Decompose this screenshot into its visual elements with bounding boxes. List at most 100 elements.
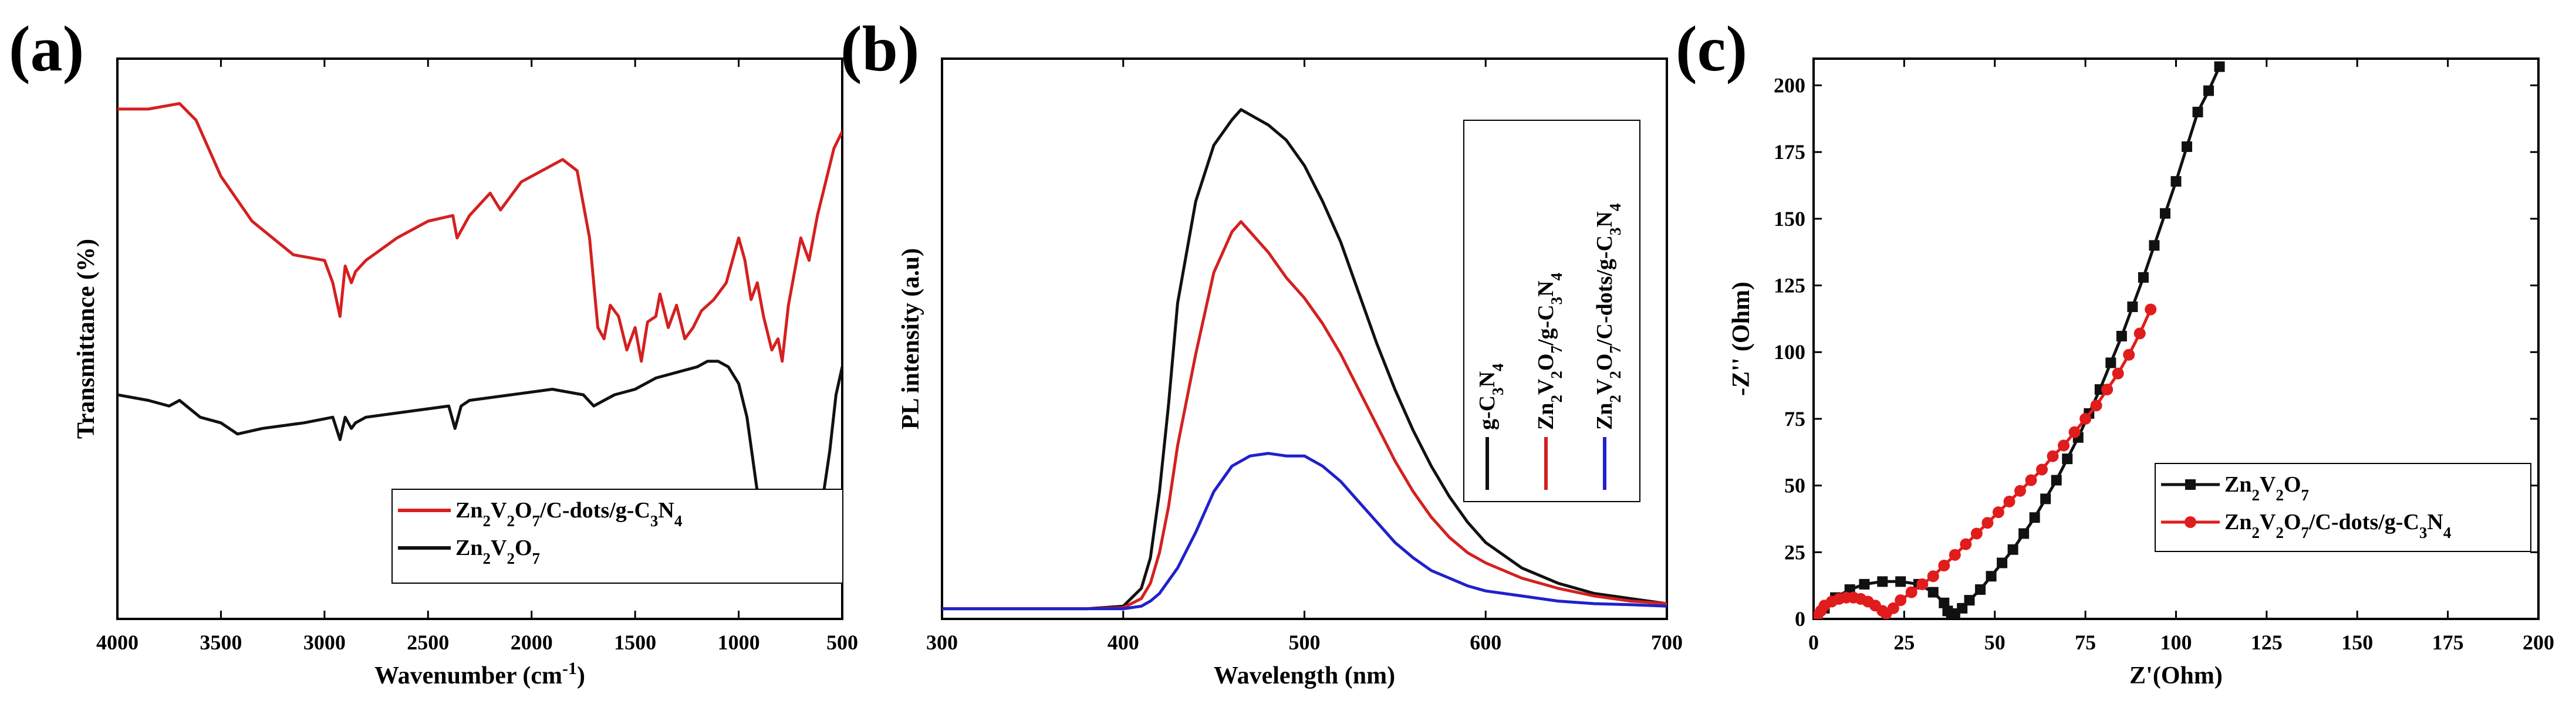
data-point-square (1927, 587, 1939, 598)
data-point-circle (2068, 426, 2081, 438)
legend-subscript: 2 (482, 512, 491, 530)
panel-label: (a) (9, 13, 84, 84)
data-point-circle (2079, 412, 2092, 425)
data-point-circle (1916, 578, 1929, 590)
legend-text-part: N (658, 498, 674, 523)
y-tick-label: 175 (1774, 140, 1805, 164)
y-axis-title: Transmittance (%) (73, 239, 100, 439)
data-point-circle (1938, 560, 1950, 572)
legend-subscript: 2 (2275, 486, 2284, 504)
panel-a: (a) 4000 3500 3000 2500 2000 1500 1000 500 Wavenu… (9, 13, 858, 689)
legend-box (1463, 120, 1640, 502)
data-point-square (1859, 578, 1870, 590)
y-tick-label: 125 (1774, 274, 1805, 297)
plot-area (942, 108, 1667, 611)
legend-text-part: g-C (1475, 395, 1500, 430)
legend-text-part: N (1592, 211, 1617, 227)
panel-c: (c) 0 25 50 75 100 125 150 175 200 0 25 50 75 100 125 15… (1676, 13, 2554, 689)
legend-text-part: /C-dots/g-C (539, 498, 650, 523)
data-point-circle (2003, 495, 2015, 507)
series-line-1 (942, 220, 1667, 611)
data-point-circle (1895, 594, 1907, 607)
data-point-circle (2014, 485, 2026, 497)
legend-text-part: V (491, 498, 507, 523)
y-tick-label: 200 (1774, 73, 1805, 97)
legend-label: g-C3N4 (1475, 363, 1507, 430)
legend-subscript: 4 (1606, 204, 1624, 212)
legend-text-part: O (515, 536, 532, 560)
x-tick-label: 125 (2251, 631, 2283, 654)
data-point-circle (1992, 506, 2004, 519)
y-tick-label: 75 (1784, 407, 1805, 431)
legend-text-part: V (491, 536, 507, 560)
data-point-square (1957, 602, 1968, 614)
legend-subscript: 7 (532, 550, 541, 567)
data-point-circle (1905, 586, 1917, 598)
data-point-circle (2123, 348, 2135, 361)
legend-text-part: V (1534, 378, 1558, 395)
legend-label: Zn2V2O7 (2224, 472, 2309, 504)
legend-text-part: O (2284, 510, 2301, 534)
plot-frame (116, 57, 843, 620)
legend-subscript: 2 (1548, 395, 1565, 403)
legend-label: Zn2V2O7/C-dots/g-C3N4 (1592, 204, 1624, 430)
legend-text-part: V (2260, 472, 2276, 497)
series-line-2 (942, 452, 1667, 611)
legend-subscript: 4 (1548, 273, 1565, 281)
legend-text-part: /C-dots/g-C (2308, 510, 2419, 534)
x-axis-title-sup: -1 (562, 659, 577, 678)
legend-text-part: N (1534, 280, 1558, 296)
legend-subscript: 3 (650, 512, 659, 530)
x-tick-label: 175 (2432, 631, 2464, 654)
data-point-circle (2058, 439, 2070, 452)
legend-subscript: 2 (507, 550, 515, 567)
legend-text-part: Zn (455, 536, 482, 560)
x-tick-label: 75 (2075, 631, 2096, 654)
legend-text-part: Zn (2224, 510, 2251, 534)
data-point-square (1964, 595, 1975, 606)
x-tick-label: 600 (1470, 631, 1501, 654)
x-axis-title-main: Wavenumber (cm (374, 662, 562, 689)
data-point-circle (2133, 327, 2146, 340)
x-tick-label: 3500 (200, 631, 242, 654)
legend-marker-square (2185, 479, 2196, 490)
panel-b: (b) 300 400 500 600 700 Wavelength (nm) PL inte… (840, 13, 1683, 689)
data-point-square (1939, 597, 1950, 608)
data-point-circle (1970, 527, 1983, 540)
data-point-square (2029, 512, 2040, 523)
y-axis-title: PL intensity (a.u) (897, 248, 924, 429)
data-point-circle (2025, 474, 2037, 486)
data-point-square (2159, 208, 2170, 219)
x-tick-label: 2000 (511, 631, 553, 654)
x-axis-title: Wavelength (nm) (1214, 662, 1395, 689)
data-point-circle (2047, 450, 2059, 462)
legend-marker-circle (2185, 516, 2196, 528)
legend-box (2155, 463, 2531, 552)
y-tick-label: 25 (1784, 540, 1805, 564)
x-tick-label: 100 (2160, 631, 2192, 654)
legend-text-part: /C-dots/g-C (1592, 235, 1617, 346)
data-point-circle (2036, 463, 2048, 476)
data-point-square (2170, 176, 2182, 187)
data-point-circle (2101, 383, 2114, 395)
data-point-square (1986, 571, 1997, 582)
series-line-0 (942, 108, 1667, 611)
legend-subscript: 4 (674, 512, 683, 530)
x-tick-label: 2500 (407, 631, 449, 654)
y-axis-title: -Z'' (Ohm) (1728, 282, 1755, 396)
x-tick-label: 500 (1289, 631, 1321, 654)
data-point-square (2062, 453, 2073, 465)
data-point-square (2007, 544, 2018, 555)
x-tick-label: 25 (1893, 631, 1915, 654)
y-tick-label: 0 (1795, 607, 1805, 631)
legend-subscript: 7 (2301, 524, 2310, 541)
legend-subscript: 3 (1489, 387, 1507, 395)
data-point-square (2192, 106, 2203, 117)
x-tick-label: 50 (1984, 631, 2006, 654)
legend-text-part: Zn (1592, 403, 1617, 430)
legend-subscript: 7 (2301, 486, 2310, 504)
legend-text-part: Zn (2224, 472, 2251, 497)
legend-subscript: 2 (2275, 524, 2284, 541)
x-tick-label: 300 (926, 631, 958, 654)
legend-subscript: 2 (1548, 371, 1565, 379)
